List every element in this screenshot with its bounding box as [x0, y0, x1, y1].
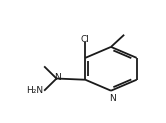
Text: H₂N: H₂N — [27, 86, 44, 95]
Text: N: N — [54, 73, 61, 82]
Text: N: N — [109, 94, 116, 103]
Text: Cl: Cl — [81, 35, 90, 44]
